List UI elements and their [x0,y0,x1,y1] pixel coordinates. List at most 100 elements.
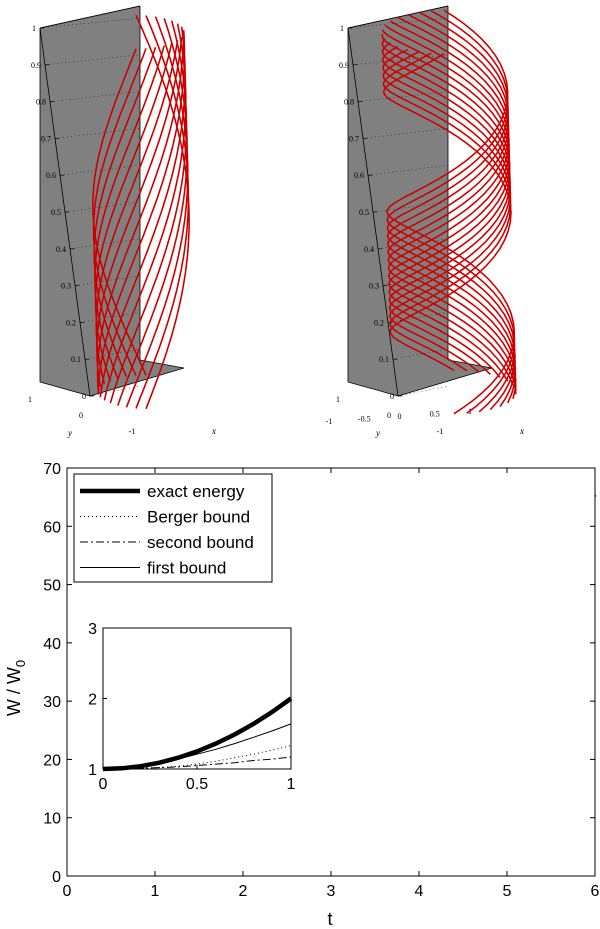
z-gridline [39,17,141,29]
z-tick-label: 1 [32,24,36,33]
y-tick-label: 30 [43,694,61,711]
field-line-shade [117,18,188,406]
box-edge [397,367,493,397]
field-line-shade [384,25,516,399]
field-line-shade [110,20,187,404]
z-tick-label: 0.3 [369,282,379,291]
x-tick-label: 2 [239,883,248,900]
inset-x-tick-label: 0.5 [186,776,208,793]
field-line-shade [93,47,156,377]
z-tick-label: 0.8 [344,98,354,107]
box-edge [39,5,141,29]
z-tick-label: 0.6 [46,171,56,180]
legend-entry: second bound [147,533,254,552]
field-line-shade [382,38,514,386]
z-tick-label: 0.7 [349,134,359,143]
inset-y-tick-label: 1 [88,762,97,779]
z-gridline [59,164,141,176]
inset-series-first-bound [102,723,292,770]
inset-x-tick-label: 1 [287,776,296,793]
z-tick-label: 0.9 [31,61,41,70]
field-line-shade [94,45,165,379]
field-line-shade [383,51,511,373]
x-tick-label: 4 [415,883,424,900]
field-line-shade [95,40,178,384]
z-gridline [347,17,449,29]
y-tick-label: 60 [43,519,61,536]
x-axis-label: x [211,426,216,436]
field-line-shade [387,10,515,414]
legend-entry: exact energy [147,482,245,501]
y-tick-label: 0 [79,411,83,420]
z-tick-label: 0.1 [71,355,81,364]
x-tick-label: 0 [63,883,72,900]
flux-tube-right-3d-plot: 0 0.1 0.2 0.3 0.4 0.5 0.6 0.7 0.8 0.9 1 -1 -0.5 0 0.5 1… [336,5,524,438]
x-tick-label: -0.5 [358,415,371,424]
z-tick-label: 0.4 [364,245,374,254]
field-line-shade [382,49,511,375]
legend-entry: first bound [147,559,226,578]
y-axis-label: y [67,428,72,438]
z-tick-label: 0.5 [51,208,61,217]
field-line-shade [98,30,185,394]
z-tick-label: 0.4 [56,245,66,254]
z-tick-label: 0.6 [354,171,364,180]
flux-tube-left-3d-plot: 0 0.1 0.2 0.3 0.4 0.5 0.6 0.7 0.8 0.9 1 -1 -0.5 0 0.5 1… [28,5,472,438]
x-tick-label: 3 [327,883,336,900]
box-edge [347,5,449,29]
box-face [348,6,492,396]
legend: exact energy Berger bound second bound firs… [73,473,273,583]
x-tick-label: 5 [503,883,512,900]
z-tick-label: 0 [82,392,86,401]
inset-x-tick-label: 0 [99,776,108,793]
y-tick-label: 50 [43,578,61,595]
box-edge [447,359,493,369]
legend-entry: Berger bound [147,508,250,527]
z-gridline [89,385,141,397]
y-axis-label-main: W / W [4,667,24,716]
z-tick-label: 0.5 [359,208,369,217]
field-line-shade [126,16,189,408]
y-tick-label: -1 [437,427,444,436]
field-line-shade [382,34,516,390]
z-tick-label: 0.7 [41,134,51,143]
inset-frame [102,627,292,770]
field-line-shade [382,42,510,382]
z-tick-label: 0.9 [339,61,349,70]
z-gridline [372,201,449,213]
field-line-shade [92,48,147,376]
x-tick-label: 6 [591,883,600,900]
x-tick-label: 1 [151,883,160,900]
y-axis-label: y [375,428,380,438]
z-tick-label: 0.2 [66,318,76,327]
z-tick-label: 0.1 [379,355,389,364]
z-tick-label: 0.2 [374,318,384,327]
field-line-shade [96,37,182,387]
field-line-shade [387,17,516,407]
y-tick-label: 10 [43,811,61,828]
y-tick-label: -1 [129,427,136,436]
z-tick-label: 0.8 [36,98,46,107]
z-tick-label: 1 [340,24,344,33]
y-tick-label: 20 [43,752,61,769]
y-tick-label: 0 [52,869,61,886]
field-line-shade [383,53,512,371]
x-tick-label: 0.5 [430,410,440,419]
field-line-shade [388,20,516,403]
box-face [40,6,184,396]
z-tick-label: 0 [390,392,394,401]
y-tick-label: 70 [43,461,61,478]
y-tick-label: 40 [43,636,61,653]
y-tick-label: 1 [28,395,32,404]
inset-chart: 0 0.5 1 1 2 3 [76,618,296,798]
y-axis-label: W / W0 [4,660,28,716]
x-axis-label: t [327,909,332,929]
field-line-shade [135,15,189,409]
field-line-shade [135,15,190,409]
y-tick-label: 0 [387,411,391,420]
inset-y-tick-label: 2 [88,692,97,709]
x-tick-label: 0 [398,412,402,421]
z-tick-label: 0.3 [61,282,71,291]
inset-y-tick-label: 3 [88,621,97,638]
